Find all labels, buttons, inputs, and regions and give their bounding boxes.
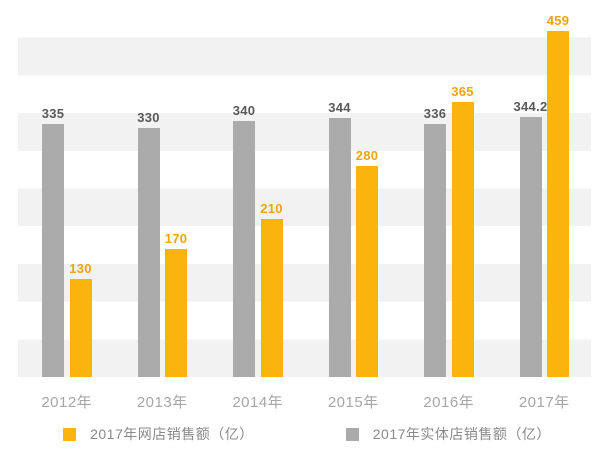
bar-2013年-series0 bbox=[165, 248, 187, 377]
bar-2016年-series0 bbox=[451, 101, 474, 377]
bar-value-label: 344.2 bbox=[513, 99, 548, 115]
bar-2014年-series1 bbox=[233, 120, 255, 377]
legend-swatch-icon bbox=[345, 427, 359, 441]
bar-value-label: 335 bbox=[41, 106, 65, 122]
x-axis-label-2015年: 2015年 bbox=[327, 394, 379, 411]
x-axis-label-2013年: 2013年 bbox=[136, 394, 188, 411]
legend: 2017年网店销售额（亿） 2017年实体店销售额（亿） bbox=[0, 424, 614, 444]
bar-2012年-series1 bbox=[42, 124, 64, 377]
bar-2017年-series1 bbox=[519, 117, 542, 377]
x-axis-label-2017年: 2017年 bbox=[518, 394, 570, 411]
bar-2015年-series0 bbox=[356, 165, 378, 377]
legend-swatch-icon bbox=[63, 427, 77, 441]
bar-value-label: 330 bbox=[137, 110, 160, 126]
legend-item-label: 2017年网店销售额（亿） bbox=[90, 426, 254, 442]
bar-value-label: 170 bbox=[164, 230, 188, 246]
x-axis-label-2012年: 2012年 bbox=[41, 394, 93, 411]
bar-value-label: 344 bbox=[328, 99, 351, 115]
bar-value-label: 130 bbox=[69, 260, 92, 276]
bar-2012年-series0 bbox=[69, 278, 92, 377]
bar-2015年-series1 bbox=[328, 117, 351, 377]
x-axis-label-2016年: 2016年 bbox=[423, 394, 475, 411]
legend-item-label: 2017年实体店销售额（亿） bbox=[372, 426, 551, 442]
legend-item: 2017年网店销售额（亿） bbox=[63, 424, 254, 444]
bar-2017年-series0 bbox=[547, 30, 569, 377]
bar-value-label: 336 bbox=[423, 105, 447, 121]
bar-2013年-series1 bbox=[137, 128, 160, 377]
legend-item: 2017年实体店销售额（亿） bbox=[345, 424, 551, 444]
x-axis-label-2014年: 2014年 bbox=[232, 394, 284, 411]
bar-2014年-series0 bbox=[260, 218, 283, 377]
plot-area-gridline-bands bbox=[18, 0, 591, 377]
bar-value-label: 340 bbox=[232, 102, 256, 118]
bar-value-label: 280 bbox=[355, 147, 379, 163]
bar-value-label: 459 bbox=[546, 12, 570, 28]
bar-value-label: 365 bbox=[451, 83, 474, 99]
bar-2016年-series1 bbox=[424, 123, 446, 377]
bar-value-label: 210 bbox=[260, 200, 283, 216]
